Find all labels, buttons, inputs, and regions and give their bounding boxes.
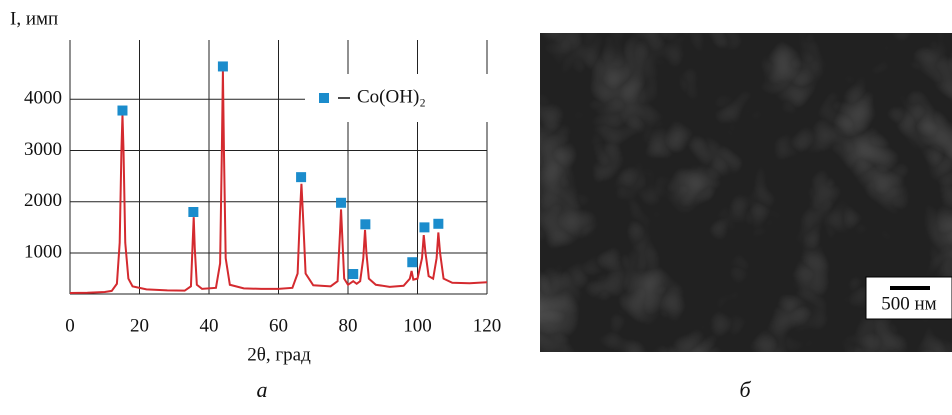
- panel-label: а: [257, 377, 268, 402]
- legend-label: Co(OH)₂: [357, 86, 426, 107]
- y-tick-label: 3000: [24, 139, 62, 160]
- panel-label: б: [739, 377, 751, 402]
- scale-bar-box: [865, 276, 952, 320]
- peak-marker: [217, 61, 228, 72]
- x-tick-label: 100: [403, 315, 432, 336]
- peak-marker: [433, 218, 444, 229]
- peak-marker: [348, 269, 359, 280]
- peak-marker: [188, 207, 199, 217]
- legend-marker: [319, 93, 329, 103]
- peak-marker: [407, 257, 418, 268]
- x-tick-label: 40: [200, 315, 219, 336]
- peak-marker: [360, 219, 371, 230]
- x-tick-label: 20: [130, 315, 149, 336]
- peak-marker: [296, 172, 307, 183]
- peak-marker: [336, 197, 347, 208]
- x-tick-label: 0: [65, 315, 75, 336]
- legend-box: [305, 74, 490, 122]
- y-tick-label: 1000: [24, 241, 62, 262]
- x-tick-label: 80: [339, 315, 358, 336]
- sem-image: 500 нм: [540, 33, 952, 352]
- peak-marker: [117, 105, 128, 116]
- x-axis-label: 2θ, град: [247, 344, 311, 365]
- y-tick-label: 2000: [24, 190, 62, 211]
- x-tick-label: 120: [473, 315, 502, 336]
- x-tick-label: 60: [269, 315, 288, 336]
- peak-marker: [419, 222, 430, 233]
- y-tick-label: 4000: [24, 88, 62, 109]
- y-axis-label: I, имп: [10, 8, 58, 29]
- diffraction-curve: [69, 71, 488, 294]
- scale-bar-label: 500 нм: [881, 293, 936, 314]
